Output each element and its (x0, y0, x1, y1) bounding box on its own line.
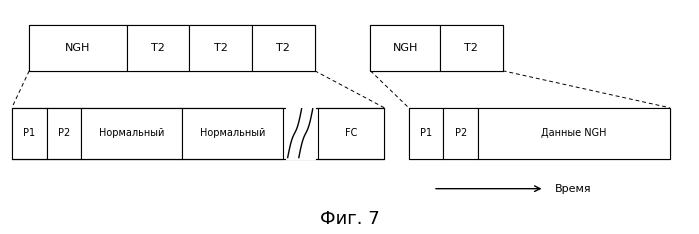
Bar (318, 108, 384, 159)
Text: T2: T2 (276, 43, 290, 53)
Text: T2: T2 (214, 43, 228, 53)
Bar (409, 108, 443, 159)
Bar (370, 25, 440, 71)
Text: Нормальный: Нормальный (99, 128, 165, 138)
Text: T2: T2 (151, 43, 165, 53)
Text: P1: P1 (420, 128, 432, 138)
Text: P1: P1 (23, 128, 36, 138)
Bar (29, 25, 127, 71)
Text: NGH: NGH (65, 43, 91, 53)
Bar (285, 107, 316, 160)
Bar (440, 25, 503, 71)
Text: Время: Время (555, 184, 591, 194)
Bar (409, 108, 670, 159)
Bar (182, 108, 283, 159)
Bar (443, 108, 478, 159)
Bar (252, 25, 315, 71)
Bar (12, 108, 47, 159)
Text: Нормальный: Нормальный (200, 128, 266, 138)
Bar (127, 25, 189, 71)
Bar (478, 108, 670, 159)
Bar (189, 25, 252, 71)
Bar (82, 108, 182, 159)
Bar (29, 25, 315, 71)
Text: T2: T2 (464, 43, 478, 53)
Bar (47, 108, 82, 159)
Text: P2: P2 (455, 128, 467, 138)
Text: Данные NGH: Данные NGH (541, 128, 607, 138)
Text: FC: FC (345, 128, 357, 138)
Bar (370, 25, 503, 71)
Bar (12, 108, 384, 159)
Text: P2: P2 (58, 128, 70, 138)
Text: Фиг. 7: Фиг. 7 (319, 210, 380, 228)
Text: NGH: NGH (393, 43, 418, 53)
